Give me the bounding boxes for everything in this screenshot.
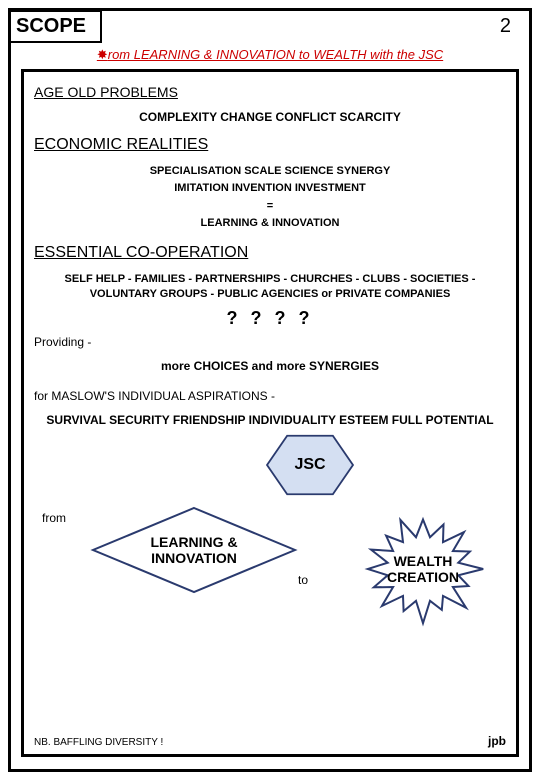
- page-frame: SCOPE 2 ✸rom LEARNING & INNOVATION to WE…: [8, 8, 532, 772]
- providing-label: Providing -: [34, 335, 506, 349]
- economic-eq: =: [34, 199, 506, 214]
- footer-note: NB. BAFFLING DIVERSITY !: [34, 737, 163, 748]
- hexagon-jsc: JSC: [264, 433, 356, 497]
- scope-box: SCOPE: [8, 10, 102, 43]
- starburst-text: WEALTHCREATION: [373, 553, 473, 587]
- diamond-learning: LEARNING &INNOVATION: [89, 505, 299, 595]
- content-frame: AGE OLD PROBLEMS COMPLEXITY CHANGE CONFL…: [21, 69, 519, 757]
- survival-line: SURVIVAL SECURITY FRIENDSHIP INDIVIDUALI…: [34, 413, 506, 427]
- diamond-text: LEARNING &INNOVATION: [134, 534, 254, 568]
- economic-line4: LEARNING & INNOVATION: [34, 216, 506, 231]
- economic-line2: IMITATION INVENTION INVESTMENT: [34, 181, 506, 196]
- subtitle: ✸rom LEARNING & INNOVATION to WEALTH wit…: [11, 47, 529, 63]
- footer-row: NB. BAFFLING DIVERSITY ! jpb: [34, 734, 506, 748]
- footer-signature: jpb: [488, 734, 506, 748]
- subtitle-text: rom LEARNING & INNOVATION to WEALTH with…: [108, 47, 443, 62]
- to-label: to: [298, 573, 308, 587]
- heading-economic: ECONOMIC REALITIES: [34, 136, 506, 154]
- question-marks: ? ? ? ?: [34, 308, 506, 329]
- economic-line1: SPECIALISATION SCALE SCIENCE SYNERGY: [34, 164, 506, 179]
- subtitle-bullet-icon: ✸: [97, 47, 108, 62]
- essential-list: SELF HELP - FAMILIES - PARTNERSHIPS - CH…: [34, 272, 506, 303]
- starburst-label: WEALTHCREATION: [334, 509, 512, 629]
- maslow-line: for MASLOW'S INDIVIDUAL ASPIRATIONS -: [34, 389, 506, 403]
- age-old-words: COMPLEXITY CHANGE CONFLICT SCARCITY: [34, 110, 506, 124]
- heading-essential: ESSENTIAL CO-OPERATION: [34, 244, 506, 262]
- diamond-label: LEARNING &INNOVATION: [89, 505, 299, 595]
- heading-age-old: AGE OLD PROBLEMS: [34, 84, 506, 100]
- starburst-wealth: WEALTHCREATION: [334, 509, 512, 629]
- header-row: SCOPE 2: [11, 11, 529, 43]
- choices-line: more CHOICES and more SYNERGIES: [34, 359, 506, 373]
- diagram-area: JSC from LEARNING &INNOVATION to WEALTHC…: [34, 433, 506, 633]
- from-label: from: [42, 511, 66, 525]
- hexagon-label: JSC: [264, 433, 356, 497]
- page-number: 2: [500, 13, 511, 38]
